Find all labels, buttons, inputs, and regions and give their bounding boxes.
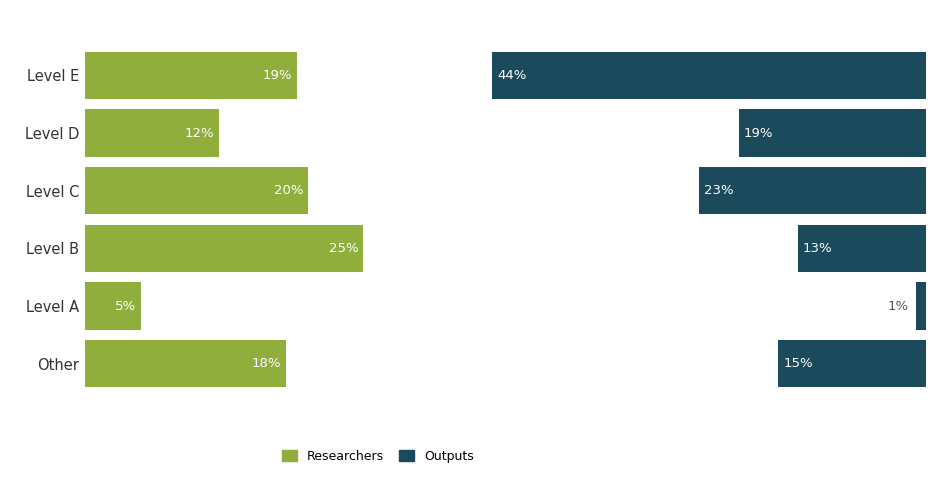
Bar (85, 167, 308, 215)
Text: 1%: 1% (886, 299, 907, 312)
Text: 23%: 23% (703, 184, 733, 197)
Text: 15%: 15% (783, 357, 812, 370)
Bar (492, 52, 925, 99)
Text: 25%: 25% (329, 242, 359, 255)
Bar (85, 225, 363, 272)
Bar (699, 167, 925, 215)
Bar (738, 109, 925, 157)
Text: 19%: 19% (743, 127, 772, 140)
Bar (777, 340, 925, 387)
Bar (85, 282, 141, 330)
Text: 19%: 19% (262, 69, 292, 82)
Text: 20%: 20% (274, 184, 303, 197)
Text: 44%: 44% (497, 69, 526, 82)
Text: 13%: 13% (802, 242, 832, 255)
Bar (85, 340, 285, 387)
Legend: Researchers, Outputs: Researchers, Outputs (277, 445, 479, 468)
Bar (916, 282, 925, 330)
Bar (85, 52, 296, 99)
Text: 18%: 18% (251, 357, 280, 370)
Bar (797, 225, 925, 272)
Text: 12%: 12% (184, 127, 214, 140)
Bar (85, 109, 218, 157)
Text: 5%: 5% (115, 299, 136, 312)
